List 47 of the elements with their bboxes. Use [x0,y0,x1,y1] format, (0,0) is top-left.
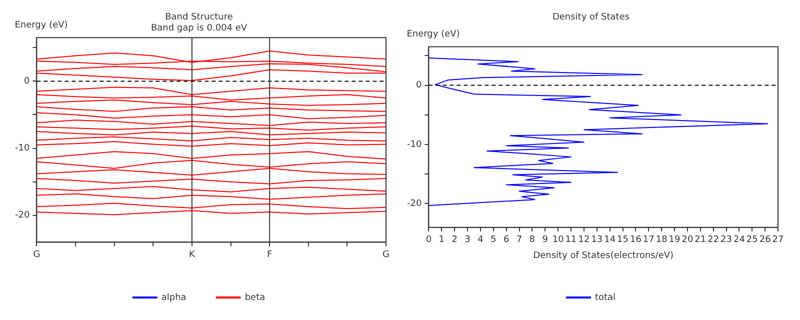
x-tick-label: 27 [772,235,784,246]
x-tick-label: 16 [630,235,642,246]
x-tick-label: 8 [529,235,536,246]
chart-title: Band Structure [165,12,234,23]
y-tick-label: 0 [416,80,422,91]
x-tick-label: 21 [694,235,706,246]
x-tick-label: 26 [759,235,772,246]
x-tick-label: 6 [503,235,510,246]
x-tick-label: 0 [426,235,432,246]
chart-subtitle: Band gap is 0.004 eV [150,24,248,34]
x-tick-label: 19 [668,235,681,246]
x-tick-label: 12 [578,235,590,246]
x-tick-label: 1 [438,235,445,246]
x-tick-label: 24 [733,235,746,246]
x-tick-label: 14 [604,235,616,246]
chart-title: Density of States [552,12,630,23]
x-tick-label: 7 [516,235,522,246]
legend-label: total [594,292,616,303]
x-tick-label: 4 [478,235,484,246]
x-tick-label: 5 [490,235,496,246]
y-tick-label: -10 [14,144,30,154]
x-tick-label: 11 [565,235,577,246]
x-tick-label: K [188,250,196,260]
x-tick-label: G [33,250,40,260]
x-tick-label: 18 [656,235,668,246]
x-tick-label: 9 [542,235,548,246]
x-tick-label: 17 [642,235,654,246]
x-tick-label: 22 [708,235,720,246]
y-axis-title: Energy (eV) [14,20,68,30]
y-tick-label: -20 [406,199,422,210]
y-tick-label: 0 [24,76,30,87]
x-tick-label: 15 [617,235,628,246]
x-tick-label: 20 [682,235,694,246]
x-axis-title: Density of States(electrons/eV) [533,250,674,261]
x-tick-label: 25 [746,235,758,246]
x-tick-label: 23 [720,235,732,246]
x-tick-label: 3 [464,235,470,246]
x-tick-label: 13 [591,235,603,246]
y-tick-label: -10 [406,140,422,150]
y-axis-title: Energy (eV) [406,30,460,40]
legend-label: alpha [161,292,186,303]
x-tick-label: F [266,250,272,260]
legend-label: beta [244,292,266,303]
x-tick-label: 2 [452,235,458,246]
x-tick-label: 10 [552,235,564,246]
y-tick-label: -20 [14,210,30,221]
x-tick-label: G [382,250,390,260]
